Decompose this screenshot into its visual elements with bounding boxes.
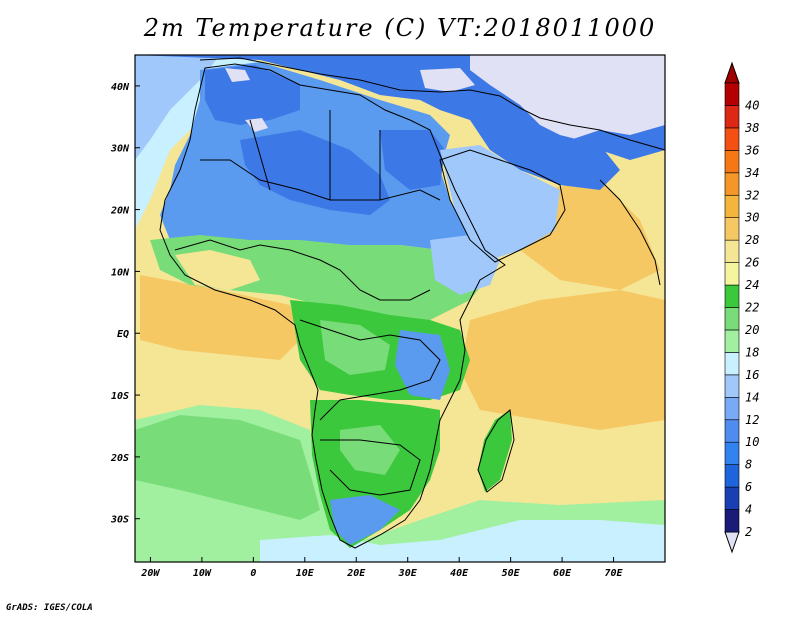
lat-tick-label: 10S [111,391,129,402]
field-north-atlantic-cool [135,55,220,160]
colorbar-swatch [724,284,740,308]
field-madagascar [478,410,512,492]
field-gulf-guinea [140,275,300,360]
lon-tick-label: 10W [193,568,212,579]
colorbar-level-label: 24 [745,278,759,292]
lon-tick-label: 70E [605,568,624,579]
colorbar-level-label: 38 [744,121,759,135]
madagascar-coastline [477,409,515,493]
colorbar-level-label: 14 [745,390,759,404]
lon-tick-label: 10E [296,568,315,579]
field-kalahari [340,425,400,475]
field-arabia [440,145,560,260]
colorbar-over-arrow [724,61,740,84]
colorbar-level-label: 28 [745,233,759,247]
lat-tick-label: 20N [110,206,130,217]
lon-tick-label: 30E [398,568,418,579]
colorbar-swatch [724,82,740,106]
colorbar-swatch [724,486,740,510]
colorbar-swatch [724,464,740,488]
field-west-africa-warm [175,250,260,290]
colorbar-swatch [724,127,740,151]
colorbar-swatch [724,352,740,376]
axis-ticks [135,85,615,562]
lat-tick-label: 30S [110,515,129,526]
colorbar-swatch [724,307,740,331]
colorbar-level-label: 32 [744,188,759,202]
colorbar-level-label: 4 [745,503,752,517]
colorbar-level-label: 8 [745,458,752,472]
lat-tick-label: 30N [110,144,130,155]
arabia-coastline [439,149,566,263]
europe-coastline [199,57,665,151]
colorbar-level-label: 18 [745,345,759,359]
credit-text: GrADS: IGES/COLA [6,603,93,613]
lon-tick-label: 40E [450,568,469,579]
africa-coastline [159,63,506,549]
temperature-field [135,55,665,562]
lon-tick-label: 50E [502,568,521,579]
colorbar-level-label: 6 [745,480,752,494]
colorbar-level-label: 26 [745,256,759,270]
colorbar-level-label: 12 [745,413,759,427]
field-sahara-cold [240,130,390,215]
colorbar-level-label: 2 [745,525,752,539]
colorbar-swatch [724,239,740,263]
axis-labels: 20W 10W 0 10E 20E 30E 40E 50E 60E 70E 40N 30N 20N 10N… [110,82,624,579]
lon-tick-label: 20E [346,568,366,579]
india-coastline [599,179,661,286]
borders-north [200,110,441,201]
colorbar-swatch [724,396,740,421]
lon-tick-label: 0 [250,568,256,579]
lon-tick-label: 20W [140,568,160,579]
lat-tick-label: 20S [110,453,129,464]
colorbar-level-label: 34 [744,166,759,180]
field-atlas [205,65,300,125]
field-south-green [135,415,320,520]
field-egypt [380,130,445,190]
colorbar-swatch [724,217,740,241]
coastlines [159,57,665,549]
colorbar-swatch [724,150,740,174]
field-southern-africa-cool [330,495,400,545]
colorbar-level-label: 30 [744,211,759,225]
field-indian-ocean-hot [460,290,665,430]
colorbar-swatch [724,441,740,465]
chart-title: 2m Temperature (C) VT:2018011000 [143,14,657,42]
colorbar-swatch [724,509,740,533]
colorbar-swatch [724,374,740,398]
field-anatolia-frigid [420,68,475,92]
colorbar-level-label: 10 [745,435,759,449]
field-eurasia-frigid [470,55,665,140]
colorbar-under-arrow [724,531,740,554]
field-congo-mild [320,320,390,375]
colorbar-level-label: 36 [744,143,759,157]
borders-west [174,239,431,301]
field-ethiopia [430,235,500,295]
borders-south [320,439,421,496]
plot-frame [134,54,666,563]
borders-central [299,319,441,421]
colorbar-level-label: 16 [745,368,759,382]
lon-tick-label: 60E [553,568,572,579]
colorbar-swatch [724,172,740,196]
field-far-south [260,520,665,562]
colorbar-swatch [724,419,740,443]
lat-tick-label: 10N [111,267,130,278]
colorbar-level-label: 22 [745,301,759,315]
field-iran-cold [470,115,620,190]
field-atlas-frigid [225,68,250,82]
lat-tick-label: 40N [111,82,130,93]
colorbar-swatch [724,329,740,353]
colorbar-level-label: 20 [745,323,759,337]
field-east-africa-cool [395,330,450,400]
colorbar-swatch [724,262,740,286]
lat-tick-label: EQ [117,329,129,340]
colorbar-level-label: 40 [745,98,759,112]
colorbar-swatch [724,194,740,219]
colorbar-swatch [724,105,740,129]
